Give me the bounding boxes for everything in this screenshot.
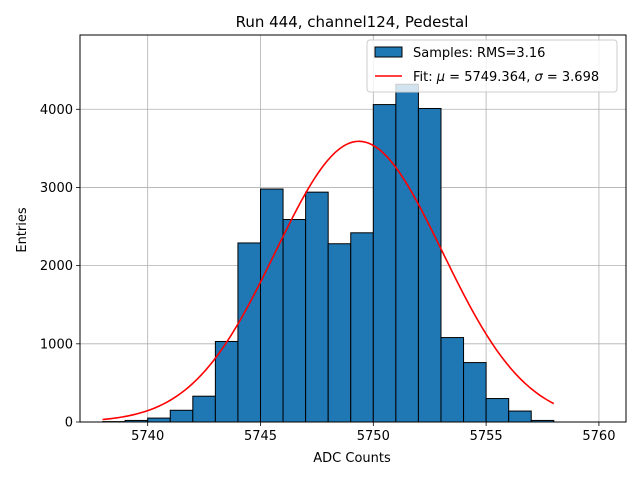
histogram-bar xyxy=(238,243,261,422)
x-tick-label: 5745 xyxy=(244,429,277,444)
histogram-bar xyxy=(486,399,509,422)
y-tick-label: 0 xyxy=(65,416,73,431)
y-tick-label: 1000 xyxy=(40,337,73,352)
x-axis-label: ADC Counts xyxy=(313,451,391,466)
x-tick-label: 5750 xyxy=(357,429,390,444)
y-tick-label: 3000 xyxy=(40,181,73,196)
histogram-bar xyxy=(193,396,216,422)
y-axis-label: Entries xyxy=(15,207,30,253)
legend-histogram-label: Samples: RMS=3.16 xyxy=(413,46,545,61)
legend-fit-label: Fit: μ = 5749.364, σ = 3.698 xyxy=(413,70,599,85)
histogram-bar xyxy=(351,233,374,422)
histogram-bar xyxy=(396,84,419,422)
histogram-bar xyxy=(464,363,487,422)
y-tick-label: 4000 xyxy=(40,103,73,118)
histogram-bar xyxy=(418,108,441,422)
histogram-bar xyxy=(148,418,171,422)
histogram-bar xyxy=(170,410,193,422)
legend-histogram-swatch xyxy=(375,47,402,57)
chart-title: Run 444, channel124, Pedestal xyxy=(236,13,469,31)
histogram-bar xyxy=(509,411,532,422)
x-tick-label: 5755 xyxy=(470,429,503,444)
histogram-bar xyxy=(306,192,329,422)
x-tick-label: 5740 xyxy=(131,429,164,444)
histogram-bar xyxy=(441,338,464,422)
legend: Samples: RMS=3.16 Fit: μ = 5749.364, σ =… xyxy=(367,40,617,92)
histogram-bar xyxy=(260,189,283,422)
y-tick-label: 2000 xyxy=(40,259,73,274)
x-tick-label: 5760 xyxy=(582,429,615,444)
histogram-bar xyxy=(373,105,396,422)
histogram-bar xyxy=(328,244,351,422)
histogram-bar xyxy=(283,220,306,422)
